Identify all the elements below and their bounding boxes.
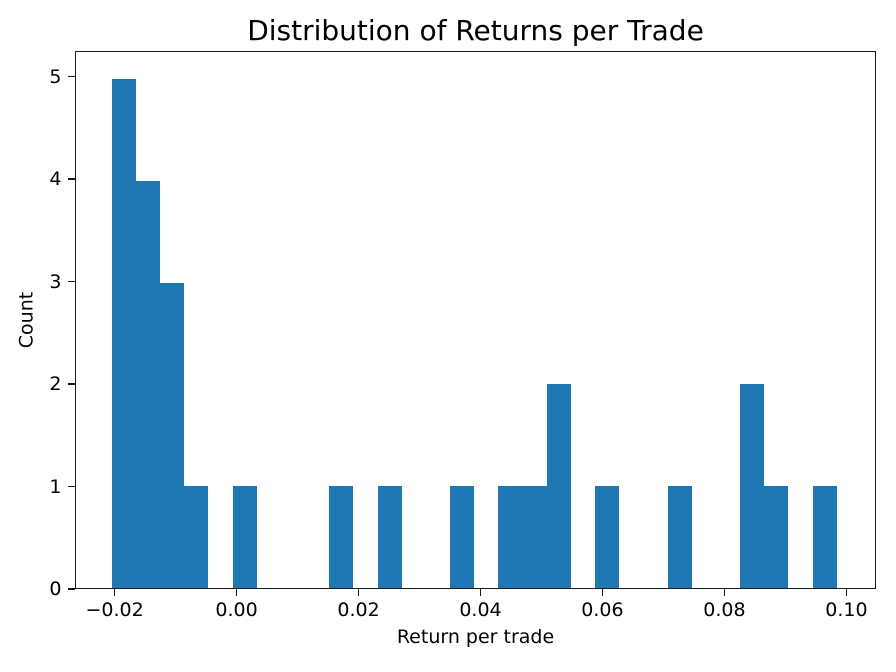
x-tick-label: 0.04 xyxy=(459,599,502,621)
x-axis-tick xyxy=(601,589,604,596)
x-tick-label: −0.02 xyxy=(85,599,144,621)
y-tick-label: 1 xyxy=(49,475,62,498)
x-axis-tick xyxy=(357,589,360,596)
histogram-bar xyxy=(135,180,161,588)
histogram-bar xyxy=(160,282,185,588)
histogram-bar xyxy=(667,486,692,588)
histogram-bar xyxy=(812,486,837,588)
histogram-bar xyxy=(498,486,523,588)
x-tick-label: 0.02 xyxy=(337,599,380,621)
histogram-bar xyxy=(111,78,136,588)
y-tick-label: 2 xyxy=(49,373,62,396)
y-tick-label: 5 xyxy=(49,65,62,88)
y-axis-tick xyxy=(67,280,75,283)
y-tick-label: 3 xyxy=(49,270,62,293)
chart-title: Distribution of Returns per Trade xyxy=(247,14,704,47)
y-axis-label: Count xyxy=(15,291,38,349)
histogram-bar xyxy=(184,486,209,588)
histogram-bar xyxy=(377,486,402,588)
histogram-bar xyxy=(740,384,765,588)
y-tick-label: 0 xyxy=(49,578,62,600)
histogram-bar xyxy=(595,486,620,588)
x-axis-tick xyxy=(723,589,726,596)
x-axis-tick xyxy=(235,589,238,596)
x-tick-label: 0.00 xyxy=(215,599,258,621)
x-tick-label: 0.06 xyxy=(581,599,624,621)
histogram-bar xyxy=(329,486,354,588)
y-axis-tick xyxy=(67,75,75,78)
histogram-bar xyxy=(764,486,789,588)
plot-area xyxy=(74,51,876,589)
x-axis-tick xyxy=(845,589,848,596)
y-axis-tick xyxy=(67,485,75,488)
y-tick-label: 4 xyxy=(49,168,62,191)
y-axis-tick xyxy=(67,178,75,180)
histogram-bar xyxy=(546,384,571,588)
x-axis-tick xyxy=(113,589,116,596)
histogram-bar xyxy=(450,486,475,588)
x-axis-label: Return per trade xyxy=(396,626,555,648)
histogram-bar xyxy=(522,486,547,588)
y-axis-tick xyxy=(67,588,75,590)
histogram-bar xyxy=(232,486,257,588)
y-axis-tick xyxy=(67,383,75,385)
x-axis-tick xyxy=(479,589,482,596)
x-tick-label: 0.10 xyxy=(825,599,868,621)
x-tick-label: 0.08 xyxy=(703,599,746,621)
